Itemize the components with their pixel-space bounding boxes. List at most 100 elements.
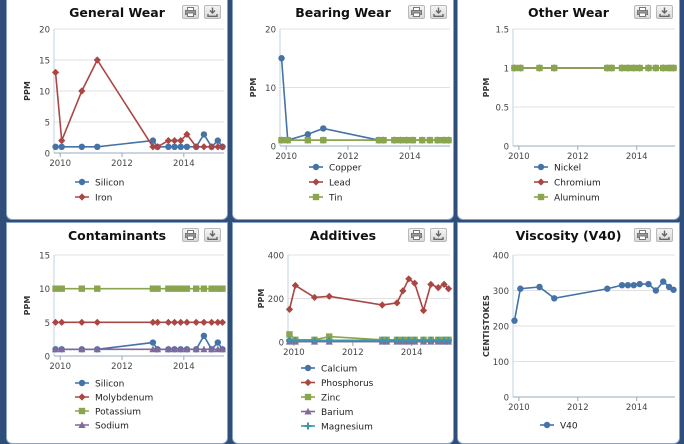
data-point[interactable] bbox=[636, 64, 643, 72]
data-point[interactable] bbox=[383, 336, 391, 344]
data-point[interactable] bbox=[93, 318, 101, 326]
data-point[interactable] bbox=[170, 137, 179, 145]
data-point[interactable] bbox=[58, 143, 65, 150]
data-point[interactable] bbox=[183, 285, 191, 292]
data-point[interactable] bbox=[78, 285, 86, 292]
data-point[interactable] bbox=[149, 345, 157, 353]
legend-item-potassium[interactable]: Potassium bbox=[75, 408, 141, 418]
data-point[interactable] bbox=[411, 336, 419, 344]
data-point[interactable] bbox=[403, 136, 410, 144]
data-point[interactable] bbox=[391, 136, 398, 144]
data-point[interactable] bbox=[58, 345, 66, 353]
data-point[interactable] bbox=[326, 333, 333, 340]
legend-item-silicon[interactable]: Silicon bbox=[75, 179, 124, 189]
legend-symbol[interactable] bbox=[537, 163, 545, 171]
data-point[interactable] bbox=[58, 318, 66, 326]
legend-item-tin[interactable]: Tin bbox=[309, 194, 342, 204]
data-point[interactable] bbox=[200, 318, 208, 326]
data-point[interactable] bbox=[177, 137, 185, 145]
data-point[interactable] bbox=[393, 299, 401, 307]
data-point[interactable] bbox=[427, 280, 435, 288]
data-point[interactable] bbox=[177, 318, 185, 326]
data-point[interactable] bbox=[149, 339, 157, 346]
print-button[interactable] bbox=[408, 228, 425, 242]
print-button[interactable] bbox=[182, 5, 199, 19]
data-point[interactable] bbox=[208, 285, 215, 292]
data-point[interactable] bbox=[517, 64, 524, 72]
data-point[interactable] bbox=[208, 345, 216, 353]
data-point[interactable] bbox=[183, 318, 191, 326]
legend-symbol[interactable] bbox=[78, 178, 86, 186]
data-point[interactable] bbox=[200, 131, 208, 138]
legend-item-chromium[interactable]: Chromium bbox=[534, 178, 601, 189]
data-point[interactable] bbox=[652, 287, 660, 294]
legend-symbol[interactable] bbox=[78, 193, 86, 201]
data-point[interactable] bbox=[291, 281, 299, 290]
data-point[interactable] bbox=[445, 136, 452, 144]
data-point[interactable] bbox=[183, 345, 191, 353]
legend-item-barium[interactable]: Barium bbox=[301, 407, 353, 418]
data-point[interactable] bbox=[78, 143, 86, 150]
legend-symbol[interactable] bbox=[78, 407, 86, 415]
data-point[interactable] bbox=[375, 136, 383, 144]
data-point[interactable] bbox=[171, 285, 178, 292]
data-point[interactable] bbox=[399, 287, 407, 295]
data-point[interactable] bbox=[409, 136, 417, 144]
data-point[interactable] bbox=[164, 318, 172, 326]
data-point[interactable] bbox=[378, 301, 386, 309]
legend-symbol[interactable] bbox=[78, 421, 86, 428]
data-point[interactable] bbox=[214, 345, 222, 353]
data-point[interactable] bbox=[51, 68, 60, 76]
data-point[interactable] bbox=[636, 280, 643, 288]
data-point[interactable] bbox=[58, 285, 65, 292]
print-button[interactable] bbox=[634, 5, 651, 19]
data-point[interactable] bbox=[511, 64, 518, 72]
legend-symbol[interactable] bbox=[543, 421, 551, 429]
data-point[interactable] bbox=[165, 285, 172, 292]
download-button[interactable] bbox=[430, 5, 447, 19]
data-point[interactable] bbox=[652, 64, 660, 72]
data-point[interactable] bbox=[670, 64, 677, 72]
data-point[interactable] bbox=[177, 285, 184, 292]
data-point[interactable] bbox=[445, 336, 453, 344]
download-button[interactable] bbox=[430, 228, 447, 242]
data-point[interactable] bbox=[291, 336, 299, 344]
data-point[interactable] bbox=[94, 285, 101, 292]
legend-symbol[interactable] bbox=[304, 393, 312, 401]
download-button[interactable] bbox=[204, 228, 221, 242]
data-point[interactable] bbox=[278, 55, 285, 62]
data-point[interactable] bbox=[164, 345, 172, 353]
data-point[interactable] bbox=[51, 318, 60, 326]
data-point[interactable] bbox=[170, 345, 179, 353]
data-point[interactable] bbox=[93, 56, 101, 64]
legend-symbol[interactable] bbox=[78, 379, 86, 387]
data-point[interactable] bbox=[218, 143, 227, 151]
data-point[interactable] bbox=[183, 143, 191, 150]
download-button[interactable] bbox=[204, 5, 221, 19]
data-point[interactable] bbox=[94, 143, 101, 150]
data-point[interactable] bbox=[200, 143, 208, 151]
legend-symbol[interactable] bbox=[537, 193, 545, 201]
data-point[interactable] bbox=[624, 281, 632, 289]
legend-item-molybdenum[interactable]: Molybdenum bbox=[75, 393, 153, 404]
legend-item-v40[interactable]: V40 bbox=[540, 422, 578, 432]
data-point[interactable] bbox=[177, 143, 184, 150]
data-point[interactable] bbox=[200, 285, 208, 292]
data-point[interactable] bbox=[536, 283, 543, 291]
data-point[interactable] bbox=[149, 285, 157, 292]
data-point[interactable] bbox=[208, 143, 216, 151]
data-point[interactable] bbox=[218, 318, 227, 326]
legend-item-sodium[interactable]: Sodium bbox=[75, 421, 129, 432]
legend-symbol[interactable] bbox=[312, 193, 320, 201]
data-point[interactable] bbox=[325, 336, 333, 344]
legend-symbol[interactable] bbox=[312, 163, 320, 171]
data-point[interactable] bbox=[52, 285, 59, 292]
data-point[interactable] bbox=[218, 345, 227, 353]
data-point[interactable] bbox=[149, 137, 157, 144]
legend-symbol[interactable] bbox=[312, 178, 320, 186]
data-point[interactable] bbox=[154, 285, 161, 292]
legend-item-nickel[interactable]: Nickel bbox=[534, 164, 581, 174]
data-point[interactable] bbox=[399, 336, 407, 344]
data-point[interactable] bbox=[192, 345, 200, 353]
data-point[interactable] bbox=[219, 285, 226, 292]
